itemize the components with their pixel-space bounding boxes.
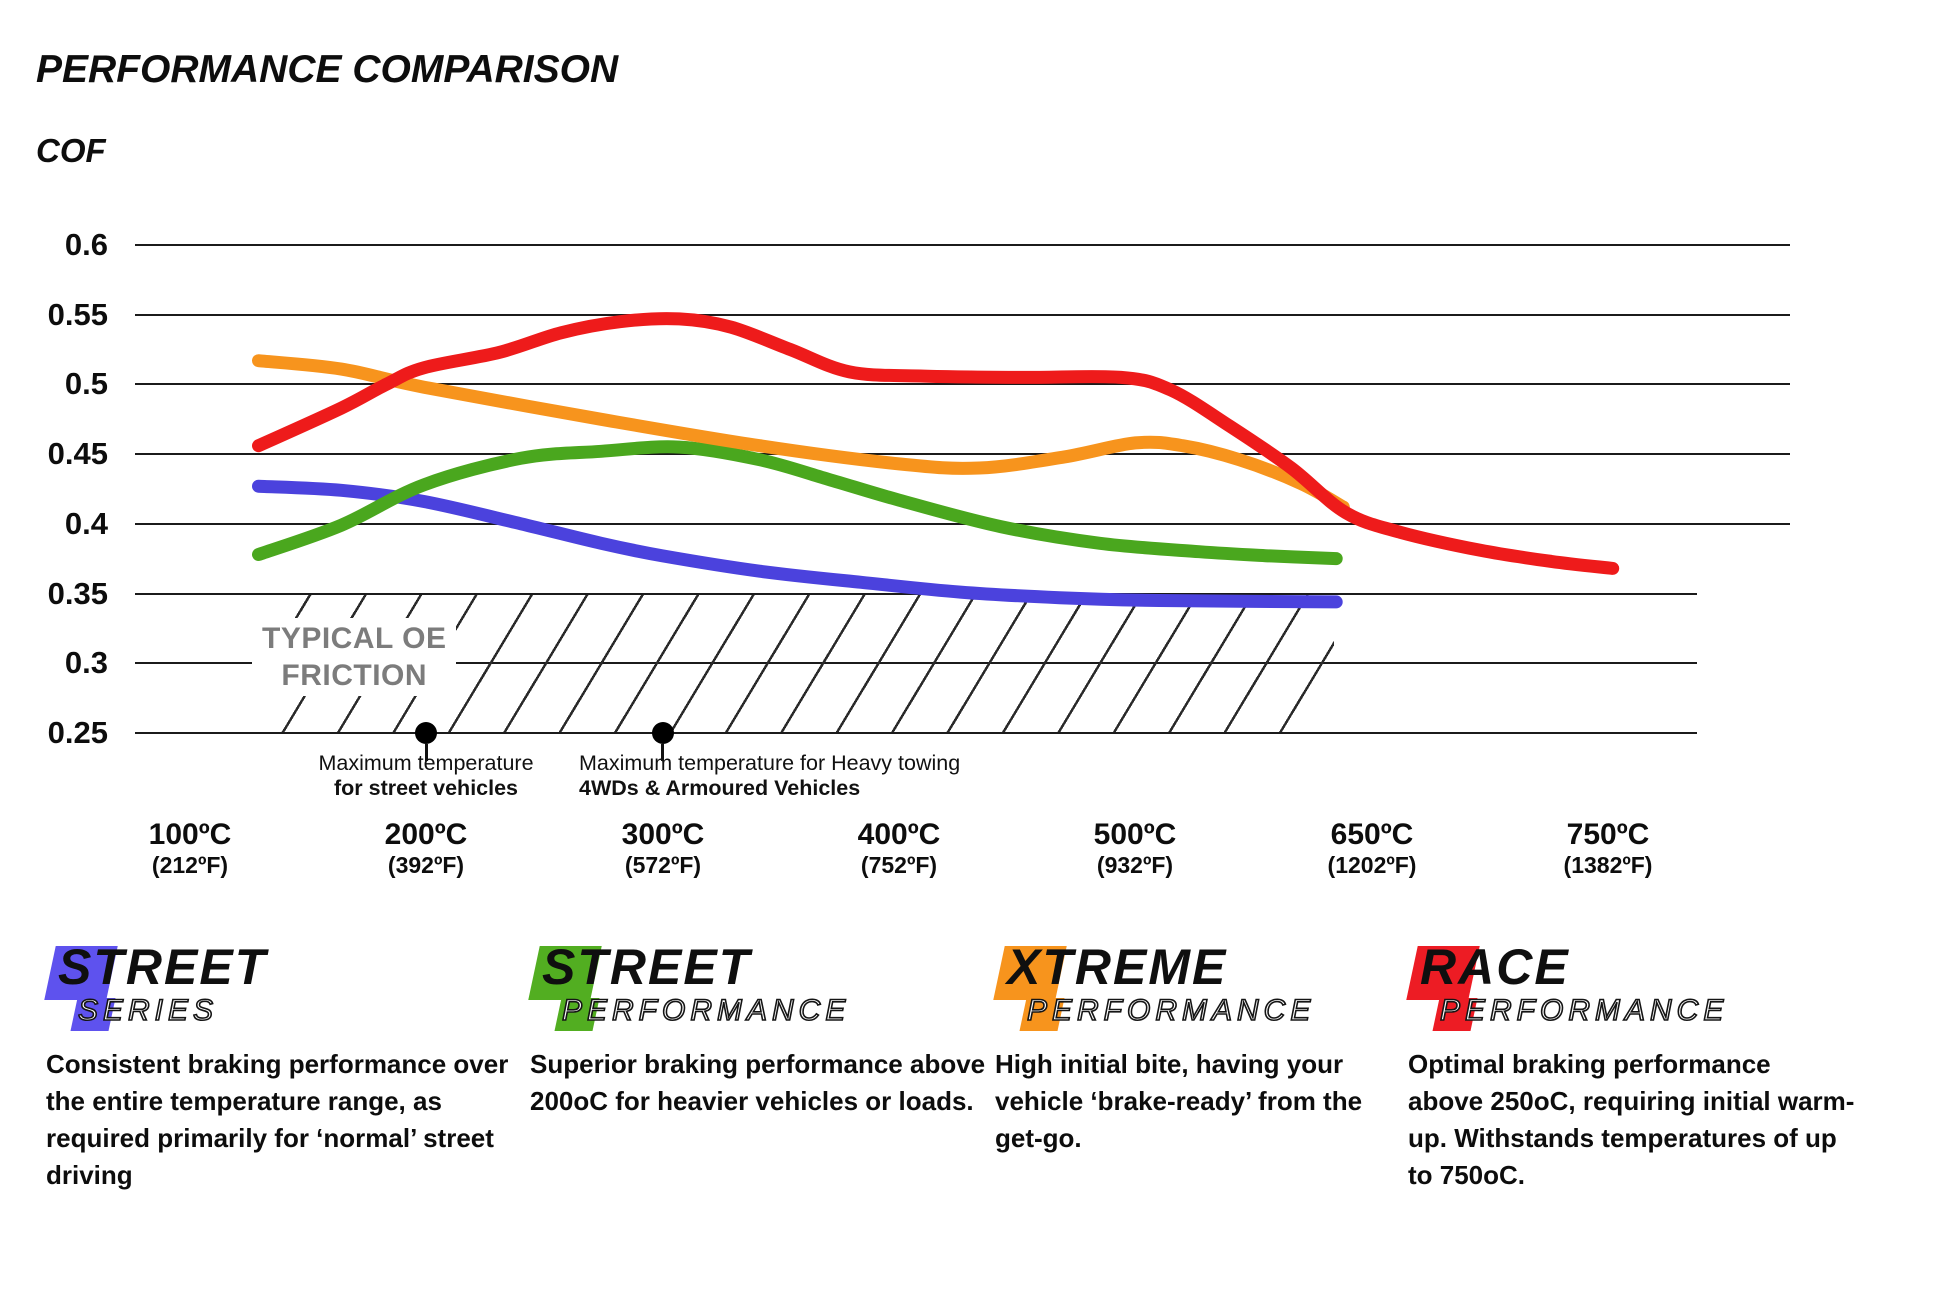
- gridline-0.4: [135, 522, 1790, 525]
- annotation-text-2: Maximum temperature for Heavy towing 4WDs…: [579, 751, 960, 801]
- product-subname: PERFORMANCE: [1026, 993, 1316, 1028]
- product-description-line: driving: [46, 1160, 133, 1190]
- gridline-0.5: [135, 383, 1790, 386]
- product-description: Superior braking performance above 200oC …: [530, 1046, 985, 1120]
- annotation-stem-2: [661, 744, 664, 761]
- product-name: XTREME: [1007, 939, 1228, 995]
- x-tick-label-500ºc: 500ºC: [1093, 818, 1177, 851]
- product-description-line: vehicle ‘brake-ready’ from the: [995, 1086, 1363, 1116]
- product-description-line: High initial bite, having your: [995, 1049, 1344, 1079]
- page-title: PERFORMANCE COMPARISON: [36, 48, 619, 91]
- typical-oe-friction-label-line1: TYPICAL OE: [262, 622, 447, 655]
- product-subname: PERFORMANCE: [1439, 993, 1729, 1028]
- x-tick-label-400ºc: 400ºC: [857, 818, 941, 851]
- annotation-line1: Maximum temperature: [318, 751, 534, 775]
- product-description: Consistent braking performance over the e…: [46, 1046, 508, 1194]
- product-xtreme-performance: XTREME PERFORMANCE High initial bite, havi…: [993, 939, 1465, 1304]
- x-tick-label-300ºc: 300ºC: [621, 818, 705, 851]
- x-tick-sublabel-650ºc: (1202ºF): [1327, 852, 1417, 878]
- annotation-line2: 4WDs & Armoured Vehicles: [579, 776, 861, 800]
- y-axis-title: COF: [36, 132, 106, 169]
- product-description-line: up. Withstands temperatures of up: [1408, 1123, 1837, 1153]
- y-tick-label-0.45: 0.45: [47, 436, 108, 472]
- product-description-line: Consistent braking performance over: [46, 1049, 509, 1079]
- annotation-dot-1: [415, 722, 437, 744]
- gridline-0.25: [135, 731, 1697, 734]
- gridline-0.6: [135, 244, 1790, 246]
- x-tick-sublabel-300ºc: (572ºF): [624, 852, 702, 878]
- product-description-line: above 250oC, requiring initial warm-: [1408, 1086, 1855, 1116]
- x-tick-label-650ºc: 650ºC: [1330, 818, 1414, 851]
- x-tick-sublabel-100ºc: (212ºF): [151, 852, 229, 878]
- product-name: STREET: [58, 939, 268, 995]
- y-tick-label-0.55: 0.55: [47, 296, 108, 332]
- typical-oe-friction-label-line2: FRICTION: [281, 659, 428, 692]
- product-subname: PERFORMANCE: [561, 993, 851, 1028]
- gridline-0.55: [135, 313, 1790, 316]
- y-tick-label-0.5: 0.5: [64, 366, 108, 402]
- x-tick-sublabel-500ºc: (932ºF): [1096, 852, 1174, 878]
- curve-street-series: [252, 479, 1343, 609]
- product-race-performance: RACE PERFORMANCE Optimal braking performan…: [1406, 939, 1878, 1304]
- annotation-line1: Maximum temperature for Heavy towing: [579, 751, 961, 775]
- annotation-dot-2: [652, 722, 674, 744]
- product-description-line: Superior braking performance above: [530, 1049, 986, 1079]
- product-name: STREET: [542, 939, 752, 995]
- product-street-series: STREET SERIES Consistent braking performan…: [44, 939, 516, 1304]
- y-tick-label-0.25: 0.25: [47, 714, 108, 750]
- y-tick-label-0.4: 0.4: [64, 505, 108, 541]
- annotation-stem-1: [425, 744, 428, 761]
- product-name: RACE: [1420, 939, 1570, 995]
- product-street-performance: STREET PERFORMANCE Superior braking perfor…: [528, 939, 1000, 1304]
- product-description-line: get-go.: [995, 1123, 1082, 1153]
- product-description-line: 200oC for heavier vehicles or loads.: [530, 1086, 974, 1116]
- curve-race-performance: [252, 312, 1620, 575]
- curve-street-performance: [252, 440, 1343, 566]
- annotation-text-1: Maximum temperature for street vehicles: [318, 751, 533, 801]
- x-tick-label-100ºc: 100ºC: [148, 818, 232, 851]
- annotation-line2: for street vehicles: [333, 776, 519, 800]
- product-description-line: required primarily for ‘normal’ street: [46, 1123, 494, 1153]
- x-tick-label-750ºc: 750ºC: [1566, 818, 1650, 851]
- product-description-line: Optimal braking performance: [1408, 1049, 1771, 1079]
- product-description-line: the entire temperature range, as: [46, 1086, 442, 1116]
- y-tick-label-0.6: 0.6: [64, 227, 108, 262]
- x-tick-sublabel-750ºc: (1382ºF): [1563, 852, 1653, 878]
- product-description: High initial bite, having your vehicle ‘b…: [995, 1046, 1362, 1157]
- x-tick-sublabel-400ºc: (752ºF): [860, 852, 938, 878]
- product-description-line: to 750oC.: [1408, 1160, 1526, 1190]
- product-description: Optimal braking performance above 250oC, …: [1408, 1046, 1854, 1194]
- y-tick-label-0.35: 0.35: [47, 575, 108, 611]
- x-tick-sublabel-200ºc: (392ºF): [387, 852, 465, 878]
- product-subname: SERIES: [77, 993, 219, 1028]
- y-tick-label-0.3: 0.3: [64, 645, 108, 681]
- x-tick-label-200ºc: 200ºC: [384, 818, 468, 851]
- typical-oe-friction-label: TYPICAL OE FRICTION: [252, 618, 457, 696]
- gridline-0.45: [135, 453, 1790, 456]
